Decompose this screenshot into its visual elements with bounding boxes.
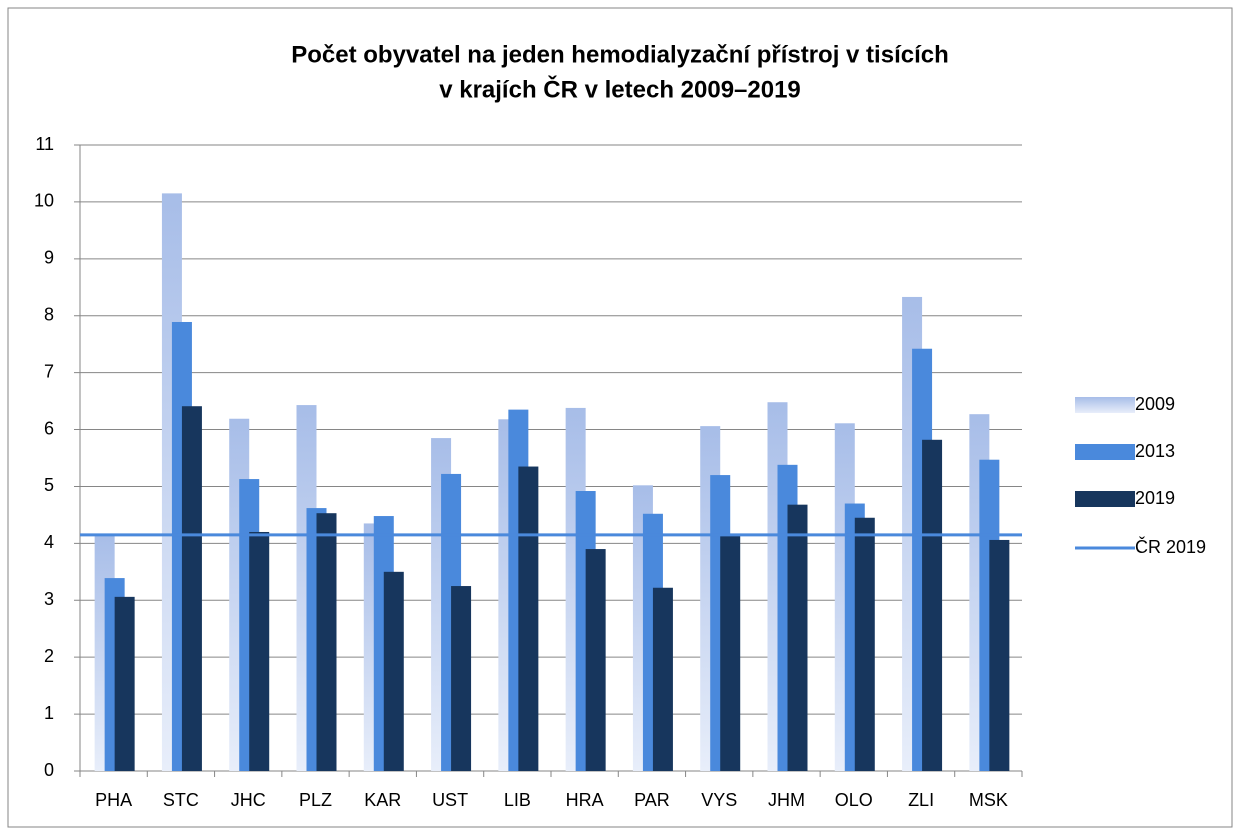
y-tick-label: 1 <box>44 703 54 723</box>
chart-title: Počet obyvatel na jeden hemodialyzační p… <box>291 41 949 68</box>
bar <box>383 571 404 771</box>
bar <box>518 466 539 771</box>
bar <box>922 439 943 771</box>
legend-label: 2013 <box>1135 441 1175 461</box>
x-tick-label: JHC <box>231 790 266 810</box>
x-tick-label: ZLI <box>908 790 934 810</box>
bar <box>989 539 1010 771</box>
bar <box>585 549 606 771</box>
y-tick-label: 8 <box>44 304 54 324</box>
bar <box>720 535 741 771</box>
y-tick-label: 9 <box>44 248 54 268</box>
bar <box>114 596 135 771</box>
legend-swatch <box>1075 397 1135 413</box>
x-tick-label: VYS <box>701 790 737 810</box>
bar <box>316 513 337 771</box>
bar <box>451 586 472 771</box>
x-tick-label: PHA <box>95 790 132 810</box>
y-tick-label: 6 <box>44 418 54 438</box>
x-tick-label: OLO <box>835 790 873 810</box>
bar <box>249 531 270 771</box>
bar <box>854 517 875 771</box>
y-tick-label: 11 <box>35 134 54 154</box>
y-tick-label: 4 <box>44 532 54 552</box>
x-tick-label: MSK <box>969 790 1008 810</box>
bar <box>181 406 202 771</box>
y-tick-label: 5 <box>44 475 54 495</box>
x-tick-label: UST <box>432 790 468 810</box>
legend-swatch <box>1075 491 1135 507</box>
y-tick-label: 7 <box>44 361 54 381</box>
bar <box>652 587 673 771</box>
y-tick-label: 10 <box>34 191 54 211</box>
x-tick-label: HRA <box>566 790 604 810</box>
x-tick-label: LIB <box>504 790 531 810</box>
x-tick-label: STC <box>163 790 199 810</box>
legend-swatch <box>1075 444 1135 460</box>
legend-label: 2019 <box>1135 488 1175 508</box>
x-tick-label: PAR <box>634 790 670 810</box>
x-tick-label: PLZ <box>299 790 332 810</box>
y-tick-label: 0 <box>44 760 54 780</box>
x-tick-label: JHM <box>768 790 805 810</box>
legend-label: ČR 2019 <box>1135 536 1206 557</box>
chart-title: v krajích ČR v letech 2009–2019 <box>439 75 801 103</box>
y-tick-label: 3 <box>44 589 54 609</box>
y-tick-label: 2 <box>44 646 54 666</box>
bar <box>787 504 808 771</box>
x-tick-label: KAR <box>364 790 401 810</box>
legend-label: 2009 <box>1135 394 1175 414</box>
